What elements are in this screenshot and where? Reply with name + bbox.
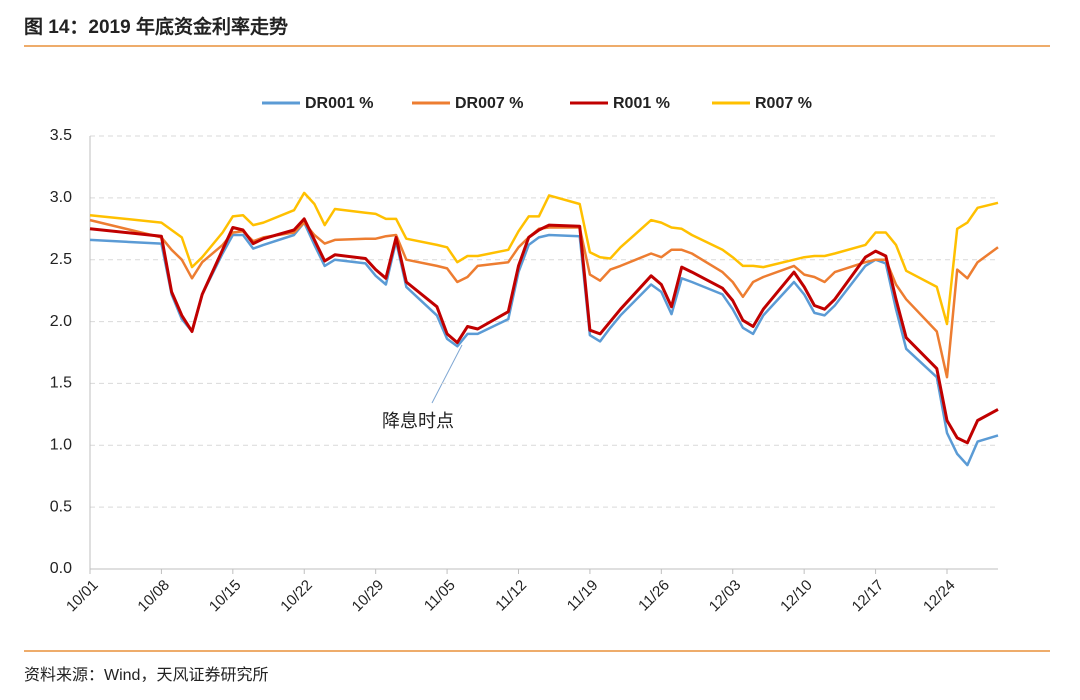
- x-tick-label: 10/15: [206, 577, 245, 616]
- x-tick-label: 12/17: [849, 577, 888, 616]
- y-tick-label: 3.0: [50, 189, 72, 206]
- x-tick-label: 10/08: [134, 577, 173, 616]
- legend-label: DR007 %: [455, 95, 523, 112]
- legend-label: DR001 %: [305, 95, 373, 112]
- source: 资料来源：Wind，天风证券研究所: [24, 666, 268, 684]
- x-tick-label: 11/05: [421, 577, 459, 615]
- series-line: [89, 217, 999, 445]
- series-line: [89, 221, 999, 467]
- x-tick-label: 10/01: [63, 577, 102, 616]
- annotation-pointer: [431, 344, 463, 404]
- y-tick-label: 0.5: [50, 498, 72, 515]
- x-tick-label: 12/10: [777, 577, 816, 616]
- y-tick-label: 0.0: [50, 560, 72, 577]
- x-tick-label: 12/24: [920, 577, 959, 616]
- x-tick-label: 10/22: [277, 577, 316, 616]
- y-tick-label: 2.5: [50, 251, 72, 268]
- annotation: 降息时点: [382, 411, 454, 431]
- y-tick-label: 2.0: [50, 313, 72, 330]
- y-tick-label: 1.0: [50, 437, 72, 454]
- series-line: [89, 191, 999, 326]
- x-tick-label: 10/29: [349, 577, 388, 616]
- y-tick-label: 1.5: [50, 375, 72, 392]
- legend-label: R001 %: [613, 95, 670, 112]
- x-tick-label: 11/19: [564, 577, 602, 615]
- x-tick-label: 11/26: [635, 577, 673, 615]
- x-tick-label: 11/12: [492, 577, 530, 615]
- figure-title: 图 14：2019 年底资金利率走势: [24, 15, 288, 38]
- x-tick-label: 12/03: [706, 577, 745, 616]
- legend-label: R007 %: [755, 95, 812, 112]
- y-tick-label: 3.5: [50, 127, 72, 144]
